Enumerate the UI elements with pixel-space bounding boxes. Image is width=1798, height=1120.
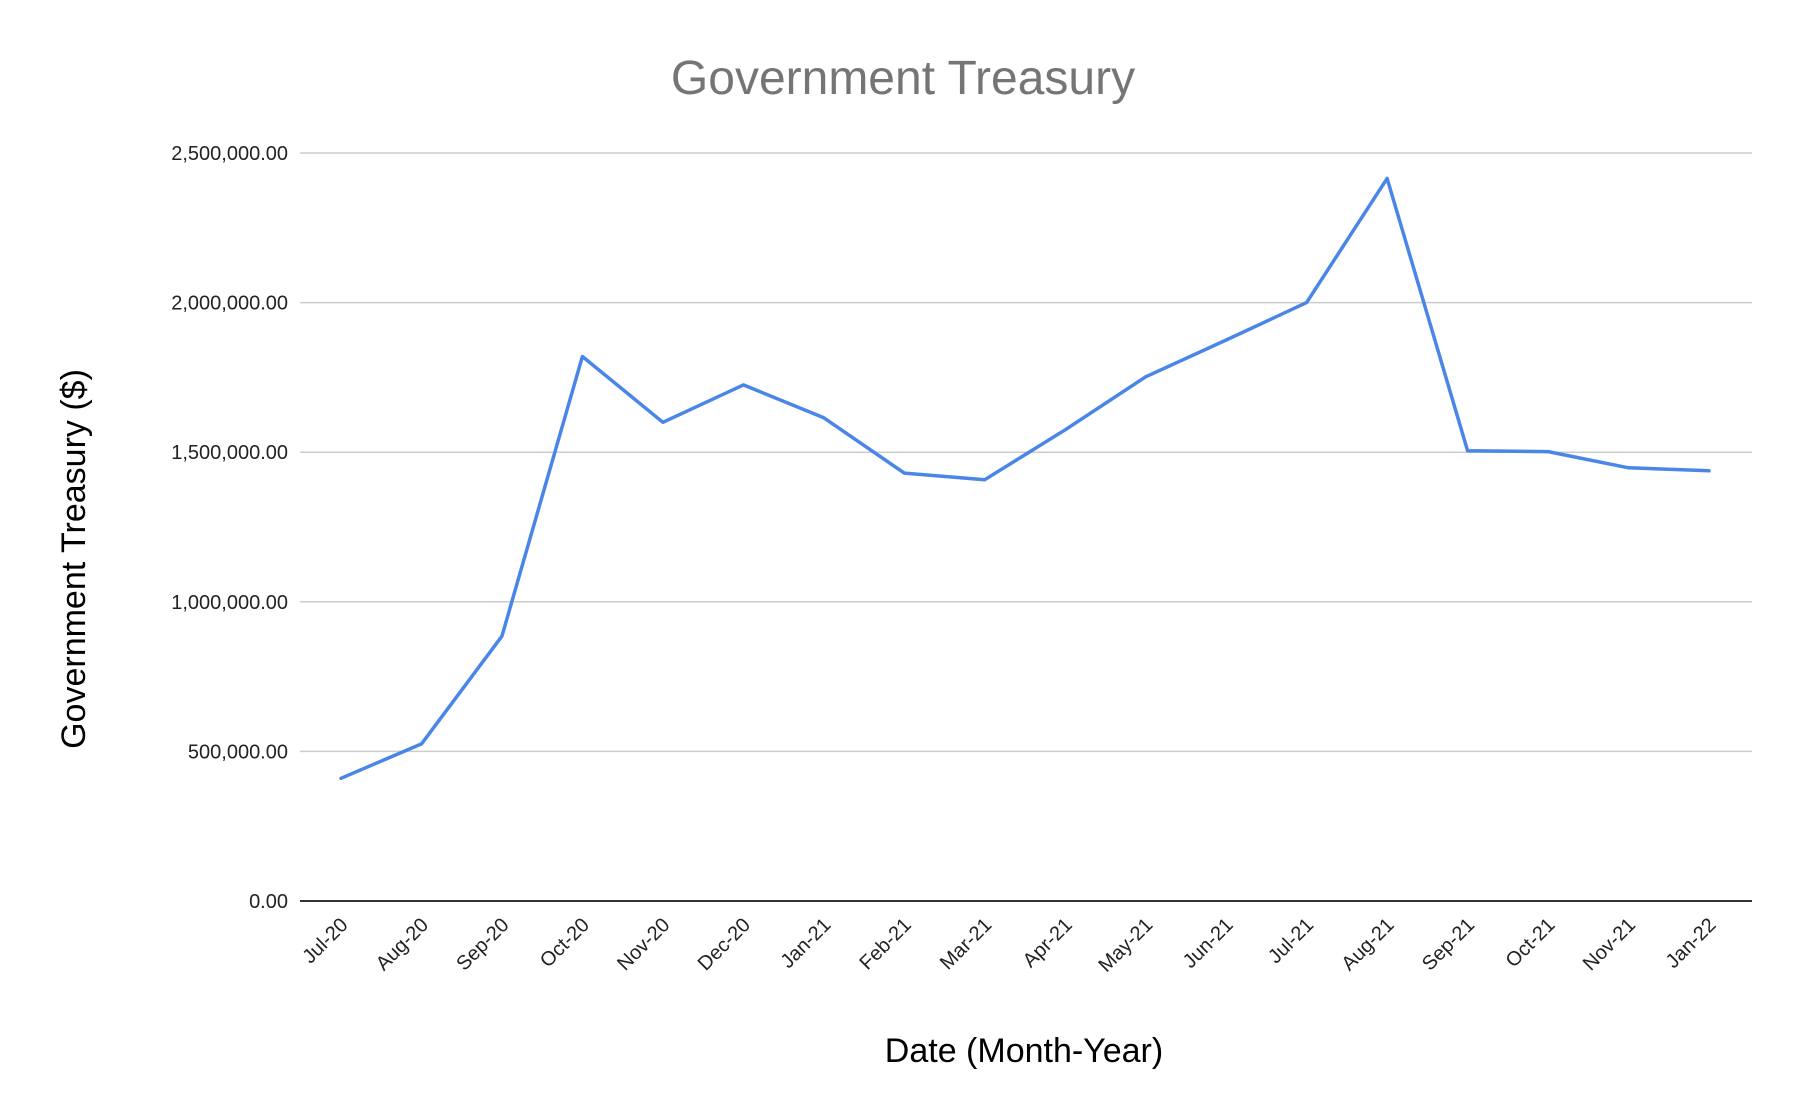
chart-title: Government Treasury bbox=[671, 52, 1135, 105]
x-tick-label: Jan-22 bbox=[1662, 914, 1721, 973]
x-tick-label: Dec-20 bbox=[694, 914, 755, 975]
x-tick-label: Nov-21 bbox=[1579, 914, 1640, 975]
x-tick-label: Jun-21 bbox=[1179, 914, 1238, 973]
x-axis-ticks: Jul-20 Aug-20 Sep-20 Oct-20 Nov-20 Dec-20 Jan-… bbox=[298, 914, 1720, 977]
y-axis-ticks: 0.00 500,000.00 1,000,000.00 1,500,000.00 2,… bbox=[171, 143, 288, 913]
x-tick-label: Sep-20 bbox=[452, 914, 513, 975]
x-tick-label: Jan-21 bbox=[777, 914, 836, 973]
x-tick-label: Jul-20 bbox=[298, 914, 352, 968]
x-tick-label: Nov-20 bbox=[613, 914, 674, 975]
y-axis-title: Government Treasury ($) bbox=[55, 369, 93, 749]
x-tick-label: Sep-21 bbox=[1418, 914, 1479, 975]
y-tick-label: 0.00 bbox=[249, 891, 288, 913]
x-tick-label: Oct-21 bbox=[1502, 914, 1560, 972]
x-tick-label: Feb-21 bbox=[855, 914, 915, 974]
y-tick-label: 2,000,000.00 bbox=[171, 293, 288, 315]
x-tick-label: Jul-21 bbox=[1264, 914, 1318, 968]
x-axis-title: Date (Month-Year) bbox=[885, 1032, 1163, 1070]
y-tick-label: 1,500,000.00 bbox=[171, 442, 288, 464]
x-tick-label: Aug-21 bbox=[1337, 914, 1398, 975]
y-tick-label: 500,000.00 bbox=[188, 741, 288, 763]
x-tick-label: May-21 bbox=[1095, 914, 1158, 977]
series-line bbox=[339, 176, 1711, 781]
x-tick-label: Mar-21 bbox=[936, 914, 996, 974]
y-tick-label: 1,000,000.00 bbox=[171, 592, 288, 614]
x-tick-label: Oct-20 bbox=[536, 914, 594, 972]
y-tick-label: 2,500,000.00 bbox=[171, 143, 288, 165]
x-tick-label: Aug-20 bbox=[372, 914, 433, 975]
x-tick-label: Apr-21 bbox=[1019, 914, 1077, 972]
